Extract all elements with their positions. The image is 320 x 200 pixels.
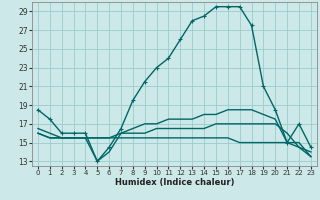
X-axis label: Humidex (Indice chaleur): Humidex (Indice chaleur) (115, 178, 234, 187)
